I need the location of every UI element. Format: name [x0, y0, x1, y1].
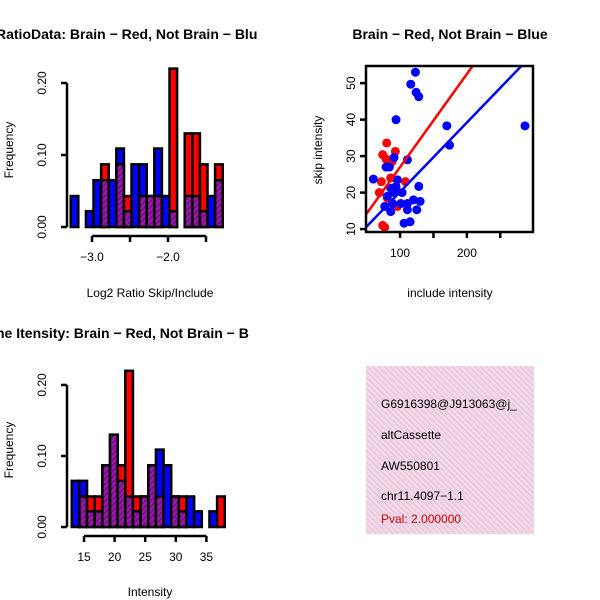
- y-tick-label: 10: [344, 222, 358, 236]
- point-not-brain: [389, 153, 399, 163]
- hist2-title: ne Itensity: Brain − Red, Not Brain − B: [0, 325, 249, 341]
- y-tick-label: 40: [344, 113, 358, 127]
- bar-not-brain: [69, 194, 80, 229]
- y-tick-label: 20: [344, 186, 358, 200]
- hist1-ylabel: Frequency: [2, 122, 16, 179]
- point-not-brain: [402, 199, 412, 209]
- point-not-brain: [406, 79, 416, 89]
- hist2-plot: 0.00 0.10 0.20 15 20 25 30 35: [35, 369, 227, 564]
- point-not-brain: [368, 174, 378, 184]
- bar-brain: [168, 67, 179, 229]
- hist2-ylabel: Frequency: [2, 422, 16, 479]
- point-not-brain: [384, 162, 394, 172]
- point-brain: [376, 177, 386, 187]
- x-tick-label: 200: [457, 246, 477, 260]
- info-line-2: altCassette: [381, 428, 441, 442]
- point-not-brain: [412, 205, 422, 215]
- plot-frame: [364, 64, 535, 234]
- point-not-brain: [442, 121, 452, 131]
- hist1-xlabel: Log2 Ratio Skip/Include: [87, 286, 214, 300]
- info-line-4: chr11.4097−1.1: [381, 489, 464, 503]
- x-tick-label: −2.0: [156, 250, 180, 264]
- fit-line-brain: [366, 66, 475, 216]
- scatter-xlabel: include intensity: [407, 286, 492, 300]
- y-tick-label: 0.00: [35, 515, 49, 539]
- y-tick-label: 0.20: [35, 71, 49, 95]
- x-tick-label: 15: [77, 550, 91, 564]
- hist1-title: RatioData: Brain − Red, Not Brain − Blu: [0, 26, 257, 42]
- hist2-xlabel: Intensity: [128, 585, 173, 599]
- point-brain: [380, 222, 390, 232]
- bar-brain: [215, 495, 227, 529]
- scatter-ylabel: skip intensity: [311, 116, 325, 185]
- bar-overlap: [213, 178, 224, 229]
- point-not-brain: [415, 196, 425, 206]
- y-tick-label: 0.10: [35, 143, 49, 167]
- scatter-marks: [366, 66, 530, 232]
- y-tick-label: 0.00: [35, 215, 49, 239]
- scatter-title: Brain − Red, Not Brain − Blue: [352, 26, 547, 42]
- hist1-plot: 0.00 0.10 0.20 −3.0 −2.0: [35, 67, 224, 264]
- info-line-3: AW550801: [381, 459, 440, 473]
- x-tick-label: 25: [139, 550, 153, 564]
- point-not-brain: [391, 115, 401, 125]
- point-not-brain: [402, 205, 412, 215]
- point-not-brain: [382, 191, 392, 201]
- scatter-plot: 100 200 10 20 30 40 50: [344, 64, 535, 260]
- point-not-brain: [410, 67, 420, 77]
- x-tick-label: 30: [169, 550, 183, 564]
- point-not-brain: [414, 181, 424, 191]
- y-tick-label: 0.20: [35, 373, 49, 397]
- fit-line-not-brain: [366, 66, 524, 229]
- point-not-brain: [520, 121, 530, 131]
- bar-not-brain: [192, 510, 204, 529]
- info-line-1: G6916398@J913063@j_: [381, 397, 517, 411]
- x-tick-label: 35: [200, 550, 214, 564]
- point-not-brain: [386, 183, 396, 193]
- info-box: [366, 366, 534, 534]
- point-not-brain: [396, 199, 406, 209]
- bar-overlap: [168, 209, 179, 229]
- y-tick-label: 0.10: [35, 444, 49, 468]
- y-tick-label: 50: [344, 76, 358, 90]
- point-not-brain: [414, 92, 424, 102]
- point-brain: [382, 138, 392, 148]
- point-not-brain: [405, 217, 415, 227]
- x-tick-label: 100: [390, 246, 410, 260]
- y-tick-label: 30: [344, 149, 358, 163]
- info-pval: Pval: 2.000000: [381, 512, 461, 526]
- x-tick-label: 20: [108, 550, 122, 564]
- x-tick-label: −3.0: [80, 250, 104, 264]
- point-not-brain: [386, 207, 396, 217]
